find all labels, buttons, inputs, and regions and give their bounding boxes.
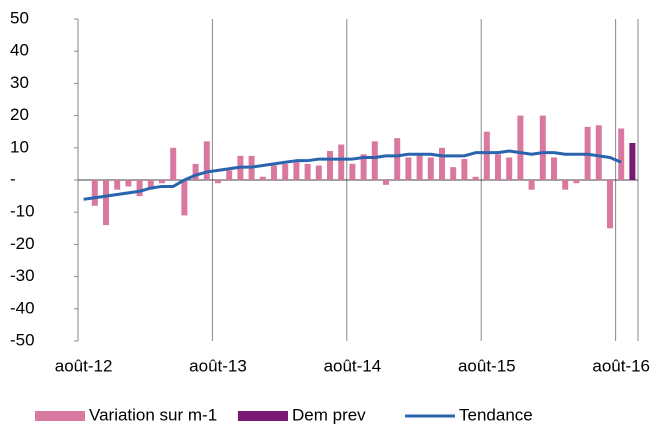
y-tick-label: - [10,169,16,188]
y-tick-label: 50 [10,8,29,27]
y-tick-label: 10 [10,137,29,156]
bar [159,180,165,184]
bar [349,163,356,180]
x-tick-label: août-13 [189,356,247,375]
bar [259,176,266,180]
bar [170,147,177,180]
y-tick-label: -10 [10,202,35,221]
bar [551,157,557,180]
y-tick-label: 40 [10,41,29,60]
bar [136,180,143,197]
y-tick-label: -50 [10,330,35,349]
bar [203,141,210,180]
x-tick-label: août-16 [592,356,650,375]
bar [506,157,513,180]
bar [450,167,457,180]
trend-line [83,149,622,201]
bar [539,115,546,180]
bar [595,125,602,180]
bar [215,180,221,184]
bar [562,180,569,190]
x-tick-label: août-15 [458,356,516,375]
bar [517,115,524,180]
legend-label: Tendance [459,405,533,424]
y-tick-label: -30 [10,266,35,285]
y-tick-label: -20 [10,234,35,253]
bar [528,180,535,190]
bar [495,154,501,180]
bar [293,160,300,180]
bar [147,180,154,190]
bar [226,170,233,180]
bar [125,180,132,187]
bar [472,176,479,180]
bar [338,144,345,180]
bar [91,180,98,206]
bar [405,157,412,180]
bar [427,157,434,180]
legend-swatch [238,411,288,421]
x-tick-label: août-14 [324,356,382,375]
bar [360,154,367,180]
bar [607,180,613,229]
bar [618,128,625,180]
bar [416,154,423,180]
legend-swatch [35,411,85,421]
bar [271,165,277,180]
bar [282,163,289,180]
bar [394,138,401,180]
bar [383,180,389,185]
legend-label: Variation sur m-1 [89,405,217,424]
bar [371,141,378,180]
bar [573,180,580,184]
bar [103,180,109,226]
bar [114,180,121,190]
bar [439,147,445,180]
bar [192,163,199,180]
x-tick-label: août-12 [55,356,113,375]
bar [304,163,311,180]
y-tick-label: -40 [10,298,35,317]
bar [461,159,468,180]
bar [181,180,188,216]
legend-label: Dem prev [292,405,366,424]
bar [315,165,322,180]
bar [483,131,490,180]
y-tick-label: 20 [10,105,29,124]
bar [327,151,333,180]
y-tick-label: 30 [10,73,29,92]
bar [629,142,636,180]
